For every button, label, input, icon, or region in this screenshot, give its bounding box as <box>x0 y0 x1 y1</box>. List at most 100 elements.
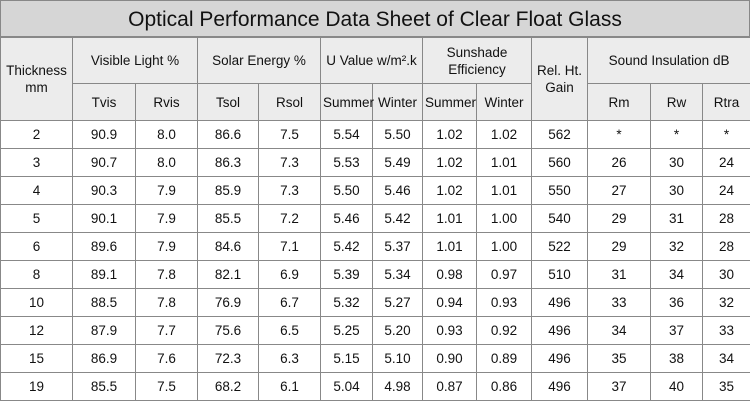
sub-header: Winter <box>373 84 423 121</box>
cell: 496 <box>532 317 588 345</box>
cell: 5.53 <box>321 149 373 177</box>
group-header: Rel. Ht. Gain <box>532 38 588 121</box>
cell: 31 <box>588 261 651 289</box>
cell: 30 <box>651 149 703 177</box>
cell: * <box>651 121 703 149</box>
cell: 30 <box>703 261 750 289</box>
cell: 0.93 <box>477 289 532 317</box>
cell: 5.39 <box>321 261 373 289</box>
cell: 5.54 <box>321 121 373 149</box>
cell: 5.27 <box>373 289 423 317</box>
cell: 82.1 <box>198 261 259 289</box>
group-header: Sunshade Efficiency <box>423 38 532 84</box>
cell: 5.50 <box>373 121 423 149</box>
cell: 5.37 <box>373 233 423 261</box>
cell: 8.0 <box>136 121 198 149</box>
sub-header: Rw <box>651 84 703 121</box>
cell: 7.1 <box>259 233 321 261</box>
cell: 37 <box>588 373 651 401</box>
cell: 68.2 <box>198 373 259 401</box>
cell: 27 <box>588 177 651 205</box>
cell: 8.0 <box>136 149 198 177</box>
cell: 86.9 <box>73 345 136 373</box>
cell: 7.9 <box>136 177 198 205</box>
title: Optical Performance Data Sheet of Clear … <box>0 0 750 37</box>
cell: 6.9 <box>259 261 321 289</box>
sub-header: Winter <box>477 84 532 121</box>
cell: 32 <box>651 233 703 261</box>
cell: 7.8 <box>136 261 198 289</box>
cell: 35 <box>703 373 750 401</box>
cell: 0.98 <box>423 261 477 289</box>
cell: 1.02 <box>423 149 477 177</box>
cell: 90.7 <box>73 149 136 177</box>
sub-header: Rm <box>588 84 651 121</box>
cell: 24 <box>703 177 750 205</box>
cell: 2 <box>1 121 73 149</box>
cell: 40 <box>651 373 703 401</box>
cell: 0.87 <box>423 373 477 401</box>
cell: 89.1 <box>73 261 136 289</box>
cell: 7.2 <box>259 205 321 233</box>
cell: 496 <box>532 289 588 317</box>
cell: 0.94 <box>423 289 477 317</box>
cell: 562 <box>532 121 588 149</box>
cell: 5 <box>1 205 73 233</box>
cell: 86.6 <box>198 121 259 149</box>
cell: 6.3 <box>259 345 321 373</box>
cell: 5.34 <box>373 261 423 289</box>
group-header: Thickness mm <box>1 38 73 121</box>
cell: 34 <box>588 317 651 345</box>
cell: 1.00 <box>477 205 532 233</box>
cell: 86.3 <box>198 149 259 177</box>
cell: 10 <box>1 289 73 317</box>
cell: 0.97 <box>477 261 532 289</box>
cell: 1.02 <box>423 121 477 149</box>
sub-header: Rvis <box>136 84 198 121</box>
cell: 1.00 <box>477 233 532 261</box>
cell: 0.90 <box>423 345 477 373</box>
group-header: Solar Energy % <box>198 38 321 84</box>
cell: 30 <box>651 177 703 205</box>
cell: 88.5 <box>73 289 136 317</box>
cell: 72.3 <box>198 345 259 373</box>
cell: 496 <box>532 373 588 401</box>
group-header: Sound Insulation dB <box>588 38 750 84</box>
cell: * <box>703 121 750 149</box>
cell: 7.5 <box>259 121 321 149</box>
cell: 4.98 <box>373 373 423 401</box>
cell: 7.5 <box>136 373 198 401</box>
sub-header: Rsol <box>259 84 321 121</box>
cell: 85.9 <box>198 177 259 205</box>
cell: 7.6 <box>136 345 198 373</box>
cell: 35 <box>588 345 651 373</box>
cell: 522 <box>532 233 588 261</box>
sub-header: Summer <box>423 84 477 121</box>
cell: 7.3 <box>259 149 321 177</box>
cell: 87.9 <box>73 317 136 345</box>
sub-header: Tsol <box>198 84 259 121</box>
cell: 1.01 <box>477 177 532 205</box>
cell: 0.93 <box>423 317 477 345</box>
cell: 5.46 <box>373 177 423 205</box>
cell: 90.1 <box>73 205 136 233</box>
cell: 7.3 <box>259 177 321 205</box>
cell: 31 <box>651 205 703 233</box>
cell: 34 <box>651 261 703 289</box>
cell: 34 <box>703 345 750 373</box>
cell: 89.6 <box>73 233 136 261</box>
